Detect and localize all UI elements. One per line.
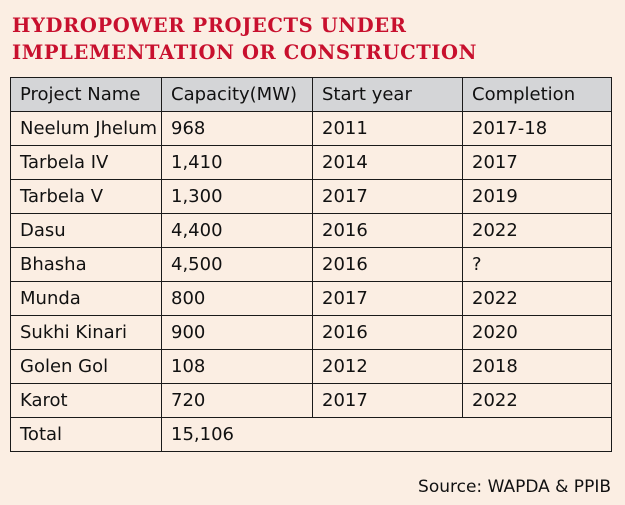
table-row: Karot 720 2017 2022 [10,383,612,418]
table-cell: 2022 [462,383,612,418]
table-cell: 4,500 [161,247,313,282]
table-row: Bhasha 4,500 2016? [10,247,612,282]
table-row: Dasu 4,400 2016 2022 [10,213,612,248]
table-cell: ? [462,247,612,282]
total-row: Total 15,106 [10,417,612,452]
table-cell: 1,300 [161,179,313,214]
table-cell: Munda [10,281,162,316]
table-header-row: Project Name Capacity(MW) Start year Comple… [10,77,612,112]
table-cell: 968 [161,111,313,146]
table-cell: 2017 [312,179,463,214]
table-cell: Dasu [10,213,162,248]
table-cell: 2019 [462,179,612,214]
table-cell: 2011 [312,111,463,146]
table-cell: Karot [10,383,162,418]
table-cell: Tarbela IV [10,145,162,180]
total-capacity: 15,106 [161,417,612,452]
table-cell: 2016 [312,315,463,350]
table-cell: Neelum Jhelum [10,111,162,146]
table-cell: Golen Gol [10,349,162,384]
table-cell: Bhasha [10,247,162,282]
table-cell: 4,400 [161,213,313,248]
table-row: Tarbela V 1,300 2017 2019 [10,179,612,214]
table-cell: 2017 [312,281,463,316]
table-cell: 2020 [462,315,612,350]
table-row: Golen Gol 108 2012 2018 [10,349,612,384]
table-cell: 2016 [312,213,463,248]
source-note: Source: WAPDA & PPIB [418,477,611,497]
table-body: Neelum Jhelum 968 2011 2017-18 Tarbela IV 1,4… [10,111,612,452]
table-cell: Sukhi Kinari [10,315,162,350]
table-cell: 900 [161,315,313,350]
table-cell: 2017 [312,383,463,418]
table-row: Neelum Jhelum 968 2011 2017-18 [10,111,612,146]
table-cell: 2012 [312,349,463,384]
table-cell: 1,410 [161,145,313,180]
column-header: Project Name [10,77,162,112]
table-cell: 108 [161,349,313,384]
table-row: Sukhi Kinari 900 2016 2020 [10,315,612,350]
total-label: Total [10,417,162,452]
table-row: Tarbela IV 1,410 2014 2017 [10,145,612,180]
table-cell: 2016 [312,247,463,282]
table-cell: 2018 [462,349,612,384]
table-cell: 800 [161,281,313,316]
table-row: Munda 800 2017 2022 [10,281,612,316]
table-cell: 2017 [462,145,612,180]
table-cell: 2022 [462,281,612,316]
table-cell: 720 [161,383,313,418]
chart-title: HYDROPOWER PROJECTS UNDER IMPLEMENTATION… [12,14,478,64]
column-header: Completion [462,77,612,112]
table-cell: 2014 [312,145,463,180]
table-cell: 2022 [462,213,612,248]
projects-table: Project Name Capacity(MW) Start year Comple… [10,77,612,452]
table-cell: Tarbela V [10,179,162,214]
table-cell: 2017-18 [462,111,612,146]
column-header: Capacity(MW) [161,77,313,112]
column-header: Start year [312,77,463,112]
